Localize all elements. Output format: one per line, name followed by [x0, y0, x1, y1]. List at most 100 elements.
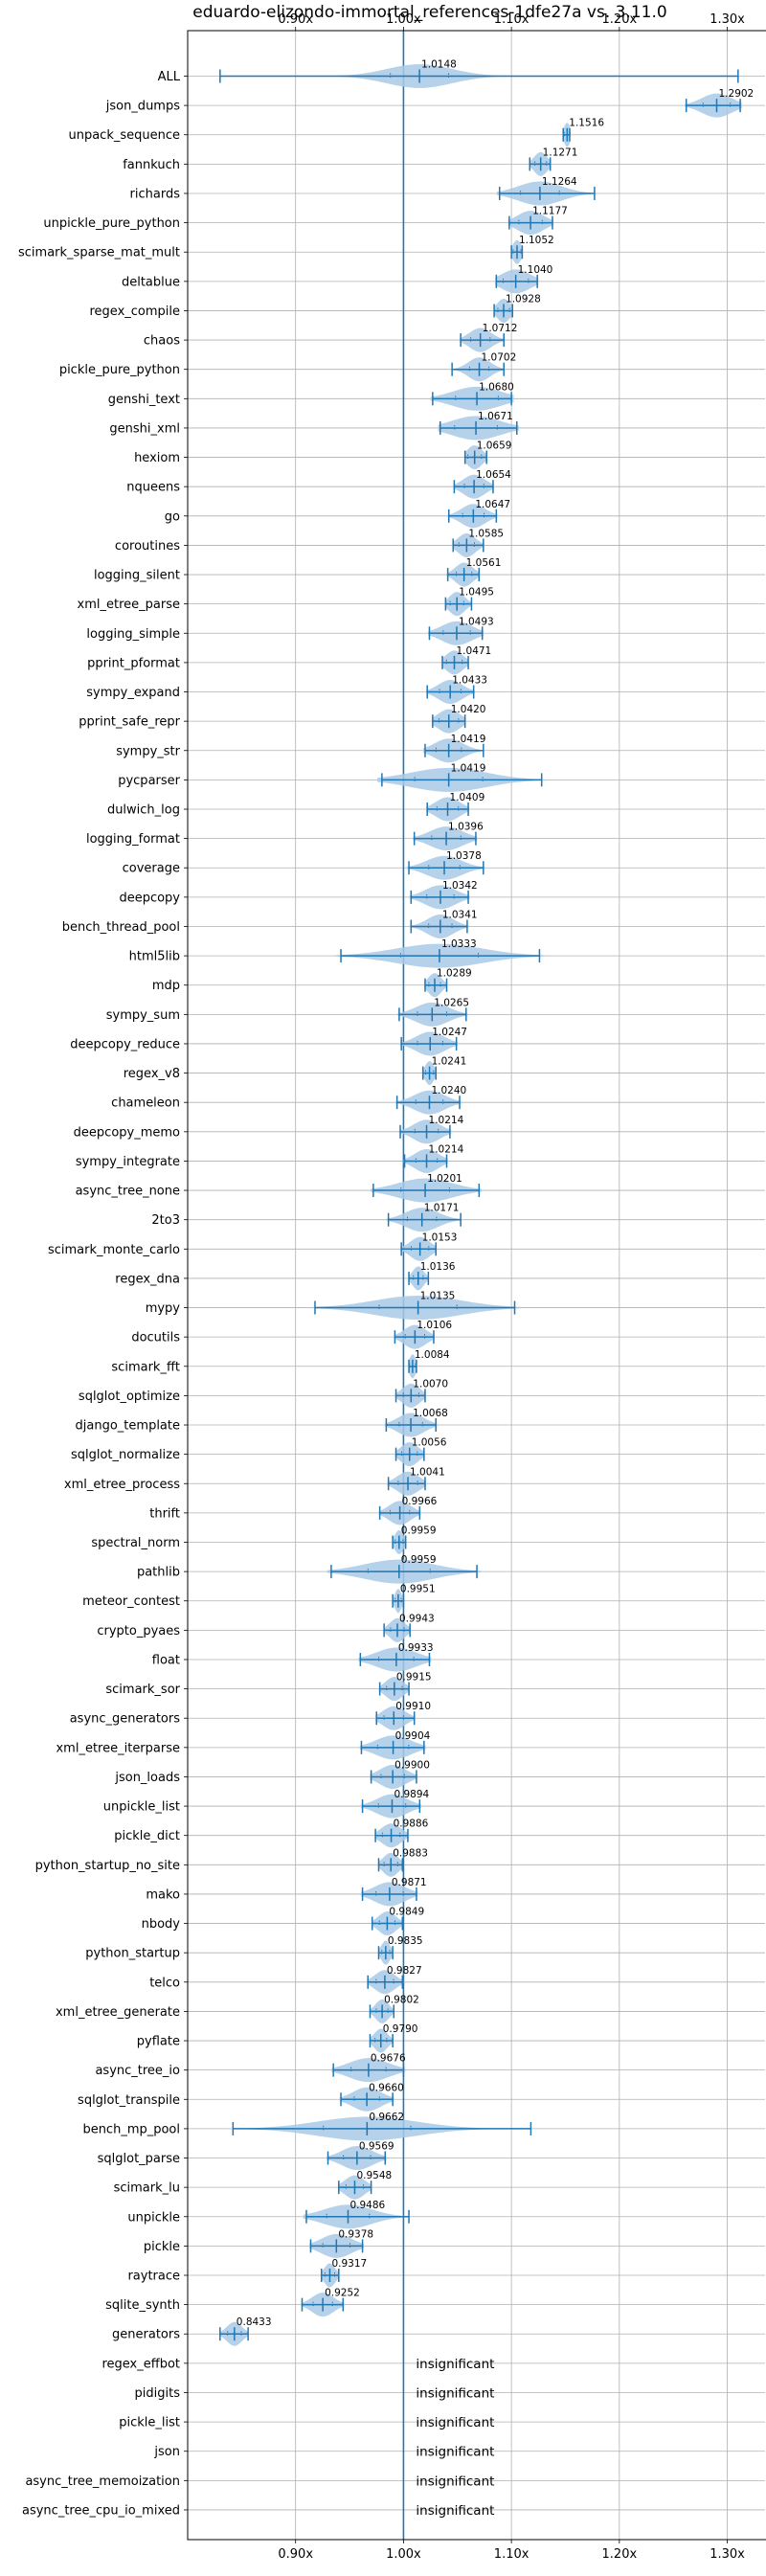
category-label: scimark_lu — [114, 2181, 180, 2196]
category-label: unpickle — [127, 2210, 180, 2225]
value-label: 1.0342 — [442, 880, 478, 892]
value-label: 1.1271 — [543, 147, 578, 158]
category-label: bench_thread_pool — [62, 920, 180, 935]
insignificant-label: insignificant — [416, 2385, 494, 2401]
value-label: 0.9904 — [395, 1730, 431, 1742]
value-label: 1.0659 — [477, 441, 512, 452]
category-label: 2to3 — [151, 1213, 180, 1228]
category-label: async_tree_memoization — [25, 2474, 180, 2489]
category-label: scimark_monte_carlo — [48, 1243, 180, 1257]
value-label: 1.0471 — [457, 645, 492, 657]
category-label: crypto_pyaes — [97, 1624, 180, 1638]
category-label: async_tree_io — [95, 2064, 180, 2078]
category-label: pidigits — [135, 2386, 181, 2401]
category-label: scimark_fft — [111, 1360, 180, 1374]
value-label: 0.9662 — [369, 2112, 404, 2123]
value-label: 1.0396 — [448, 822, 484, 833]
value-label: 0.9933 — [398, 1642, 434, 1654]
value-label: 1.0214 — [429, 1143, 464, 1155]
value-label: 1.1516 — [569, 118, 604, 129]
value-label: 1.0106 — [417, 1320, 452, 1331]
value-label: 0.9943 — [399, 1613, 435, 1624]
category-label: generators — [112, 2328, 180, 2342]
category-label: python_startup_no_site — [35, 1859, 180, 1873]
category-label: sqlglot_transpile — [78, 2093, 180, 2108]
category-label: pycparser — [118, 774, 180, 788]
value-label: 0.9548 — [356, 2170, 392, 2181]
category-label: regex_compile — [89, 305, 180, 319]
insignificant-label: insignificant — [416, 2445, 494, 2460]
category-label: bench_mp_pool — [82, 2122, 180, 2136]
category-label: sqlglot_normalize — [71, 1448, 180, 1462]
category-label: mako — [146, 1887, 180, 1902]
value-label: 1.2902 — [719, 88, 755, 100]
labels-layer: 0.90x 0.90x 1.00x 1.00x 1.10x 1.10x 1.20x 1.20x… — [18, 12, 754, 2562]
value-label: 1.0712 — [483, 323, 518, 334]
x-tick-label-bottom: 1.30x — [710, 2547, 745, 2562]
value-label: 1.0928 — [506, 293, 541, 305]
category-label: regex_v8 — [124, 1067, 180, 1081]
value-label: 0.8433 — [237, 2316, 272, 2328]
value-label: 0.9486 — [349, 2200, 385, 2211]
category-label: nbody — [142, 1917, 181, 1932]
insignificant-label: insignificant — [416, 2415, 494, 2430]
category-label: meteor_contest — [82, 1594, 180, 1609]
category-label: async_tree_cpu_io_mixed — [22, 2503, 180, 2518]
value-label: 0.9915 — [396, 1672, 432, 1683]
value-label: 0.9790 — [383, 2023, 418, 2035]
value-label: 1.0493 — [459, 616, 494, 627]
value-label: 0.9871 — [392, 1877, 427, 1888]
value-label: 0.9802 — [384, 1994, 419, 2005]
category-label: scimark_sor — [105, 1683, 180, 1697]
category-label: pickle_dict — [114, 1829, 180, 1843]
x-tick-label-bottom: 1.00x — [386, 2547, 421, 2562]
category-label: logging_format — [86, 832, 180, 847]
category-label: unpickle_pure_python — [43, 216, 180, 231]
x-tick-label-top: 0.90x — [278, 12, 313, 27]
value-label: 1.0289 — [437, 968, 472, 980]
category-label: async_generators — [70, 1712, 181, 1727]
value-label: 1.0070 — [413, 1378, 448, 1390]
value-label: 1.0265 — [434, 997, 469, 1008]
value-label: 0.9910 — [395, 1701, 431, 1712]
category-label: sqlglot_optimize — [79, 1390, 180, 1404]
category-label: html5lib — [129, 950, 180, 964]
category-label: sqlglot_parse — [98, 2152, 180, 2166]
value-label: 1.0341 — [442, 909, 478, 920]
value-label: 1.0409 — [450, 792, 485, 803]
category-label: xml_etree_parse — [78, 598, 180, 612]
category-label: regex_dna — [115, 1272, 180, 1286]
category-label: raytrace — [127, 2270, 180, 2284]
plot-frame — [187, 30, 766, 2541]
category-label: sympy_str — [116, 744, 180, 758]
category-label: deepcopy_memo — [74, 1125, 180, 1140]
x-tick-label-top: 1.10x — [494, 12, 529, 27]
category-label: json_dumps — [105, 100, 180, 114]
category-label: pickle_pure_python — [59, 363, 180, 377]
category-label: pathlib — [137, 1566, 180, 1580]
value-label: 0.9676 — [371, 2053, 406, 2065]
category-label: logging_simple — [86, 627, 180, 642]
value-label: 1.0585 — [468, 528, 504, 539]
category-label: ALL — [158, 70, 181, 84]
x-tick-label-top: 1.00x — [386, 12, 421, 27]
value-label: 0.9959 — [401, 1525, 437, 1537]
value-label: 1.1052 — [519, 235, 554, 246]
value-label: 1.0419 — [451, 734, 486, 745]
category-label: json — [153, 2445, 180, 2459]
value-label: 0.9660 — [369, 2082, 404, 2093]
value-label: 0.9252 — [325, 2288, 360, 2299]
value-label: 0.9835 — [388, 1935, 423, 1947]
value-label: 1.0671 — [478, 411, 513, 422]
x-tick-label-top: 1.30x — [710, 12, 745, 27]
category-label: unpack_sequence — [68, 128, 180, 143]
value-label: 1.0214 — [429, 1115, 464, 1126]
marks-layer — [204, 31, 755, 2540]
value-label: 1.0495 — [459, 587, 494, 599]
value-label: 1.0561 — [466, 557, 502, 569]
value-label: 1.0420 — [451, 704, 486, 715]
value-label: 1.0247 — [432, 1027, 467, 1038]
value-label: 1.0135 — [420, 1291, 456, 1302]
